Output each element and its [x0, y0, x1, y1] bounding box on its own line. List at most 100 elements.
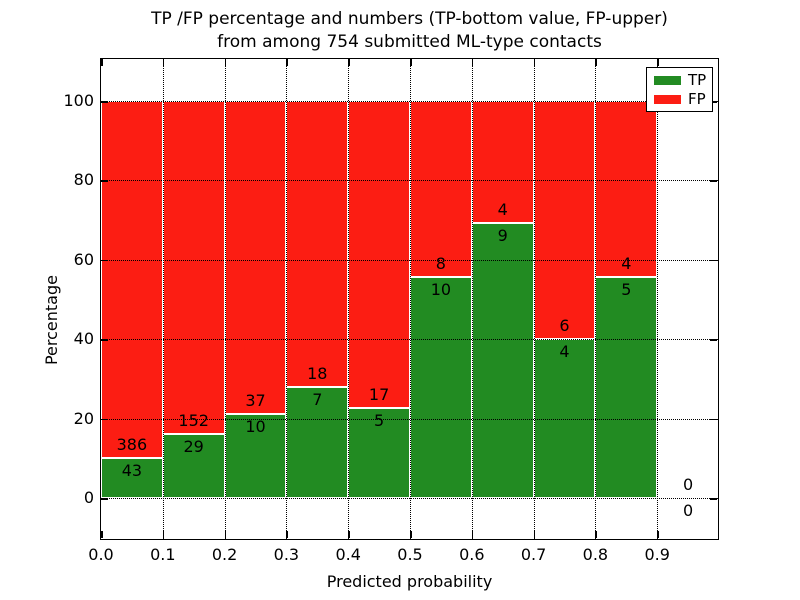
grid-line-v [657, 59, 659, 539]
x-tick-label: 0.7 [520, 545, 547, 564]
grid-line-v [533, 59, 535, 539]
x-tick-mark [657, 531, 659, 538]
x-tick-mark [224, 531, 227, 538]
tp-swatch-icon [654, 75, 681, 85]
y-tick-label: 40 [73, 329, 94, 349]
bar-segment-fp [595, 101, 658, 278]
grid-line-v [471, 59, 473, 539]
y-tick-mark [101, 259, 108, 262]
grid-line-h [101, 498, 718, 499]
bar-segment-fp [348, 101, 410, 408]
x-tick-mark [410, 531, 412, 538]
bar-segment-fp [162, 101, 225, 435]
fp-count-label: 37 [245, 390, 266, 410]
y-tick-mark [710, 418, 717, 421]
bar-segment-fp [101, 101, 163, 459]
tp-count-label: 43 [121, 461, 143, 481]
fp-count-label: 4 [497, 200, 508, 220]
tp-count-label: 5 [621, 280, 632, 300]
x-tick-label: 0.4 [335, 545, 361, 564]
y-tick-mark [710, 101, 717, 103]
x-tick-mark [410, 59, 412, 66]
bar-segment-fp [224, 101, 287, 414]
grid-line-v [162, 59, 164, 539]
tp-count-label: 10 [430, 280, 452, 300]
bar-segment-fp [286, 101, 349, 387]
x-tick-label: 0.1 [150, 545, 176, 564]
y-tick-label: 100 [63, 91, 94, 110]
tp-count-label: 4 [559, 342, 570, 362]
bar-segment-fp [533, 101, 596, 340]
x-tick-mark [162, 531, 165, 538]
y-tick-mark [101, 339, 108, 341]
x-tick-mark [657, 59, 659, 66]
x-tick-mark [471, 531, 474, 538]
grid-line-v [410, 59, 411, 539]
x-tick-mark [286, 59, 288, 66]
x-tick-label: 0.5 [397, 545, 423, 564]
fp-count-label: 17 [368, 384, 390, 404]
tp-count-label: 29 [183, 437, 204, 457]
bar-segment-fp [410, 101, 472, 278]
fp-count-label: 0 [683, 475, 694, 494]
x-tick-label: 0.9 [644, 545, 670, 564]
bar-segment-tp [471, 223, 534, 498]
legend-row-fp: FP [647, 91, 712, 107]
tp-count-label: 5 [374, 410, 385, 430]
y-tick-label: 20 [73, 408, 94, 428]
y-tick-label: 0 [83, 488, 94, 507]
x-tick-mark [533, 59, 536, 66]
x-tick-label: 0.2 [211, 545, 238, 564]
fp-count-label: 386 [116, 435, 148, 455]
bar-segment-tp [410, 277, 472, 498]
grid-line-h [101, 180, 718, 182]
y-tick-mark [710, 180, 717, 182]
fp-swatch-icon [654, 94, 681, 104]
x-tick-mark [533, 531, 536, 538]
y-tick-label: 60 [73, 249, 94, 269]
x-tick-mark [595, 59, 597, 66]
grid-line-v [595, 59, 597, 539]
tp-count-label: 0 [683, 501, 694, 520]
x-tick-label: 0.3 [273, 545, 300, 564]
y-tick-mark [101, 418, 108, 421]
legend-row-tp: TP [647, 72, 712, 88]
grid-line-h [101, 339, 718, 341]
grid-line-h [101, 101, 718, 102]
grid-line-v [348, 59, 350, 539]
x-tick-mark [471, 59, 474, 66]
tp-count-label: 7 [312, 389, 323, 409]
tp-count-label: 10 [245, 416, 266, 436]
fp-count-label: 18 [307, 363, 328, 383]
x-axis-label: Predicted probability [326, 572, 493, 591]
grid-line-h [101, 418, 718, 420]
x-tick-mark [224, 59, 227, 66]
y-tick-mark [101, 101, 108, 103]
grid-line-v [224, 59, 226, 539]
x-tick-mark [348, 59, 350, 66]
x-tick-mark [162, 59, 165, 66]
bar-segment-tp [162, 434, 225, 498]
bar-segment-tp [286, 386, 349, 498]
x-tick-mark [101, 59, 103, 66]
x-tick-mark [595, 531, 597, 538]
y-tick-mark [101, 498, 108, 500]
grid-line-v [286, 59, 288, 539]
x-tick-mark [286, 531, 288, 538]
x-tick-mark [101, 531, 103, 538]
y-tick-label: 80 [73, 170, 94, 190]
fp-count-label: 6 [559, 316, 570, 336]
x-tick-mark [348, 531, 350, 538]
legend-label-fp: FP [688, 90, 706, 108]
legend: TP FP [646, 67, 713, 112]
chart-title-line2: from among 754 submitted ML-type contact… [217, 32, 602, 52]
y-tick-mark [710, 498, 717, 500]
y-tick-mark [710, 259, 717, 262]
bar-segment-tp [101, 458, 163, 498]
x-tick-label: 0.0 [88, 545, 114, 564]
y-tick-mark [101, 180, 108, 182]
chart-title-line1: TP /FP percentage and numbers (TP-bottom… [151, 9, 668, 29]
bar-segment-tp [595, 277, 658, 498]
legend-label-tp: TP [688, 71, 707, 89]
